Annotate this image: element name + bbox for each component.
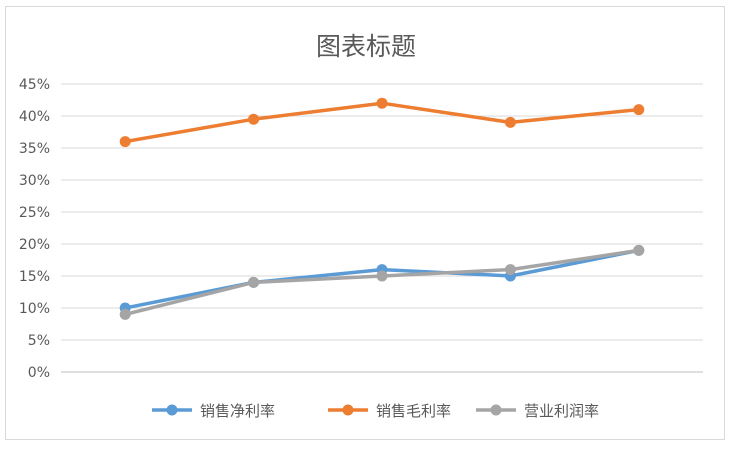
y-tick-label: 5% xyxy=(28,333,50,349)
y-tick-label: 40% xyxy=(19,109,50,125)
legend-label: 销售净利率 xyxy=(200,402,275,420)
legend-label: 销售毛利率 xyxy=(376,402,451,420)
data-point xyxy=(504,264,516,276)
y-tick-label: 0% xyxy=(28,365,50,381)
y-tick-label: 30% xyxy=(19,173,50,189)
y-tick-label: 35% xyxy=(19,141,50,157)
y-tick-label: 45% xyxy=(19,77,50,93)
y-tick-label: 20% xyxy=(19,237,50,253)
data-point xyxy=(504,116,516,128)
data-point xyxy=(633,244,645,256)
series-line xyxy=(123,101,641,144)
data-point xyxy=(248,113,260,125)
series-line xyxy=(123,248,641,317)
legend-marker xyxy=(490,404,502,416)
data-point xyxy=(119,136,131,148)
y-tick-label: 10% xyxy=(19,301,50,317)
data-point xyxy=(248,276,260,288)
data-point xyxy=(376,97,388,109)
data-point xyxy=(633,104,645,116)
y-tick-label: 15% xyxy=(19,269,50,285)
chart-frame: 图表标题 xyxy=(5,6,725,440)
legend-label: 营业利润率 xyxy=(524,402,599,420)
data-point xyxy=(119,308,131,320)
data-point xyxy=(376,270,388,282)
legend-marker xyxy=(342,404,354,416)
chart-title: 图表标题 xyxy=(315,32,416,61)
y-tick-label: 25% xyxy=(19,205,50,221)
legend-marker xyxy=(166,404,178,416)
